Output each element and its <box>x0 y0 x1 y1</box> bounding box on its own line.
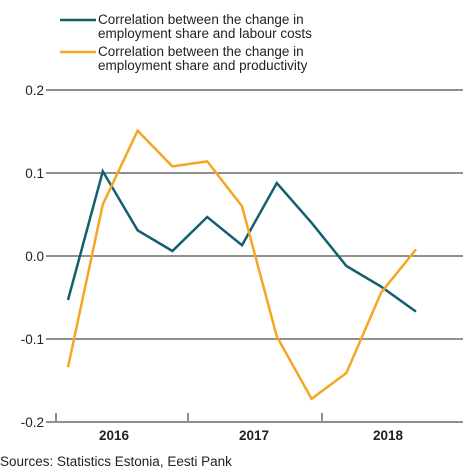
legend-label-productivity-line1: Correlation between the change in <box>98 44 304 59</box>
series <box>66 128 417 401</box>
series-line-labour-costs <box>66 168 417 313</box>
source-note: Sources: Statistics Estonia, Eesti Pank <box>0 454 232 469</box>
x-label-2017: 2017 <box>239 428 269 443</box>
y-tick-label-0: 0.2 <box>25 83 44 98</box>
x-label-2018: 2018 <box>373 428 404 443</box>
legend: Correlation between the change in employ… <box>60 12 312 73</box>
legend-label-productivity-line2: employment share and productivity <box>98 58 308 73</box>
y-tick-label-4: -0.2 <box>21 415 44 430</box>
legend-label-labour-costs-line2: employment share and labour costs <box>98 26 312 41</box>
legend-label-labour-costs-line1: Correlation between the change in <box>98 12 304 27</box>
y-axis-labels: 0.2 0.1 0.0 -0.1 -0.2 <box>21 83 44 430</box>
x-axis-labels: 2016 2017 2018 <box>99 428 404 443</box>
x-axis-ticks <box>55 413 323 421</box>
series-line-productivity <box>66 128 417 401</box>
y-tick-label-1: 0.1 <box>25 166 44 181</box>
x-label-2016: 2016 <box>99 428 130 443</box>
y-tick-label-3: -0.1 <box>21 332 44 347</box>
y-tick-label-2: 0.0 <box>25 249 44 264</box>
